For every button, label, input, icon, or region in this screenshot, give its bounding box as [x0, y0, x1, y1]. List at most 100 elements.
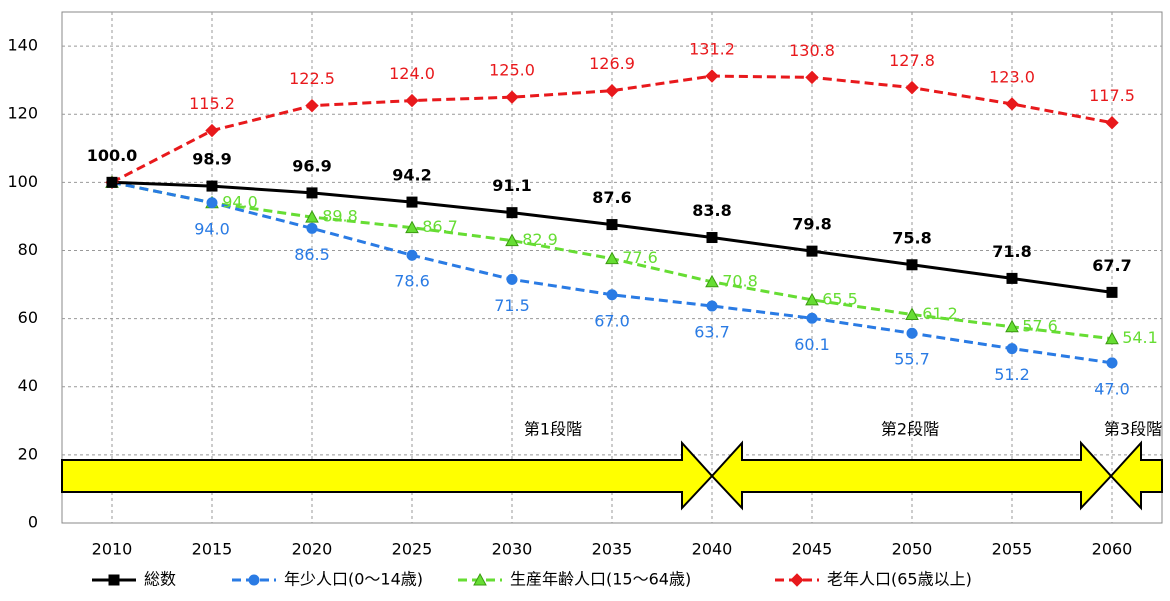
marker	[505, 233, 519, 247]
data-label: 125.0	[489, 61, 535, 80]
data-label: 63.7	[694, 322, 730, 341]
marker	[706, 232, 718, 244]
marker	[906, 259, 918, 271]
marker	[106, 176, 118, 188]
legend-entry: 老年人口(65歳以上)	[775, 570, 972, 589]
data-label: 75.8	[892, 228, 931, 247]
marker	[606, 289, 618, 301]
data-label: 115.2	[189, 94, 235, 113]
marker	[306, 222, 318, 234]
marker	[905, 307, 919, 321]
y-tick-label: 140	[7, 36, 38, 55]
data-label: 123.0	[989, 67, 1035, 86]
marker	[305, 98, 319, 113]
marker	[905, 80, 919, 95]
y-tick-label: 0	[28, 513, 38, 532]
marker	[306, 187, 318, 199]
x-tick-label: 2030	[492, 540, 533, 559]
data-label: 70.8	[722, 271, 758, 290]
data-label: 89.8	[322, 207, 358, 226]
x-tick-label: 2020	[292, 540, 333, 559]
data-label: 61.2	[922, 304, 958, 323]
marker	[248, 574, 260, 586]
stage-arrow	[1109, 440, 1163, 511]
data-label: 130.8	[789, 41, 835, 60]
x-tick-label: 2050	[892, 540, 933, 559]
data-label: 122.5	[289, 69, 335, 88]
marker	[108, 574, 120, 586]
marker	[806, 312, 818, 324]
marker	[406, 249, 418, 261]
marker	[606, 219, 618, 231]
stage-arrows	[61, 440, 1163, 511]
stage-label: 第3段階	[1104, 420, 1162, 439]
data-label: 100.0	[87, 146, 138, 165]
y-tick-label: 80	[18, 240, 38, 259]
data-label: 55.7	[894, 350, 930, 369]
data-label: 78.6	[394, 272, 430, 291]
marker	[206, 180, 218, 192]
x-tick-label: 2060	[1092, 540, 1133, 559]
x-tick-label: 2040	[692, 540, 733, 559]
data-label: 96.9	[292, 156, 331, 175]
marker	[406, 196, 418, 208]
x-tick-label: 2015	[192, 540, 233, 559]
legend-entry: 生産年齢人口(15〜64歳)	[458, 570, 691, 589]
marker	[605, 83, 619, 98]
y-tick-label: 40	[18, 376, 38, 395]
marker	[790, 573, 804, 587]
data-label: 54.1	[1122, 328, 1158, 347]
marker	[1005, 319, 1019, 333]
legend-label: 総数	[144, 570, 176, 589]
x-tick-label: 2010	[92, 540, 133, 559]
data-label: 65.5	[822, 289, 858, 308]
data-label: 94.0	[222, 192, 258, 211]
data-label: 57.6	[1022, 316, 1058, 335]
marker	[1006, 343, 1018, 355]
marker	[505, 90, 519, 104]
data-label: 71.5	[494, 296, 530, 315]
marker	[906, 327, 918, 339]
stage-label: 第2段階	[881, 420, 939, 439]
stage-label: 第1段階	[524, 420, 582, 439]
legend-label: 老年人口(65歳以上)	[827, 570, 972, 589]
marker	[506, 273, 518, 285]
data-label: 77.6	[622, 248, 658, 267]
data-label: 86.5	[294, 245, 330, 264]
data-label: 94.0	[194, 219, 230, 238]
data-label: 86.7	[422, 217, 458, 236]
data-label: 82.9	[522, 230, 558, 249]
legend-entry: 年少人口(0〜14歳)	[232, 570, 423, 589]
marker	[206, 197, 218, 209]
data-label: 94.2	[392, 166, 431, 185]
data-label: 83.8	[692, 201, 731, 220]
marker	[605, 251, 619, 265]
marker	[806, 245, 818, 257]
marker	[705, 69, 719, 83]
marker	[705, 274, 719, 288]
x-tick-label: 2025	[392, 540, 433, 559]
stage-arrow	[61, 440, 714, 511]
marker	[1105, 331, 1119, 345]
data-label: 117.5	[1089, 86, 1135, 105]
marker	[805, 292, 819, 306]
marker	[506, 207, 518, 219]
y-tick-label: 120	[7, 104, 38, 123]
data-label: 67.0	[594, 311, 630, 330]
data-label: 126.9	[589, 54, 635, 73]
marker	[405, 93, 419, 108]
data-label: 98.9	[192, 150, 231, 169]
marker	[805, 70, 819, 85]
marker	[1006, 272, 1018, 284]
marker	[1105, 116, 1119, 130]
marker	[1005, 97, 1019, 111]
x-tick-label: 2045	[792, 540, 833, 559]
data-label: 91.1	[492, 176, 531, 195]
marker	[405, 220, 419, 234]
marker	[1106, 357, 1118, 369]
data-label: 124.0	[389, 64, 435, 83]
y-tick-label: 20	[18, 444, 38, 463]
data-label: 79.8	[792, 215, 831, 234]
y-tick-label: 100	[7, 172, 38, 191]
marker	[1106, 286, 1118, 298]
